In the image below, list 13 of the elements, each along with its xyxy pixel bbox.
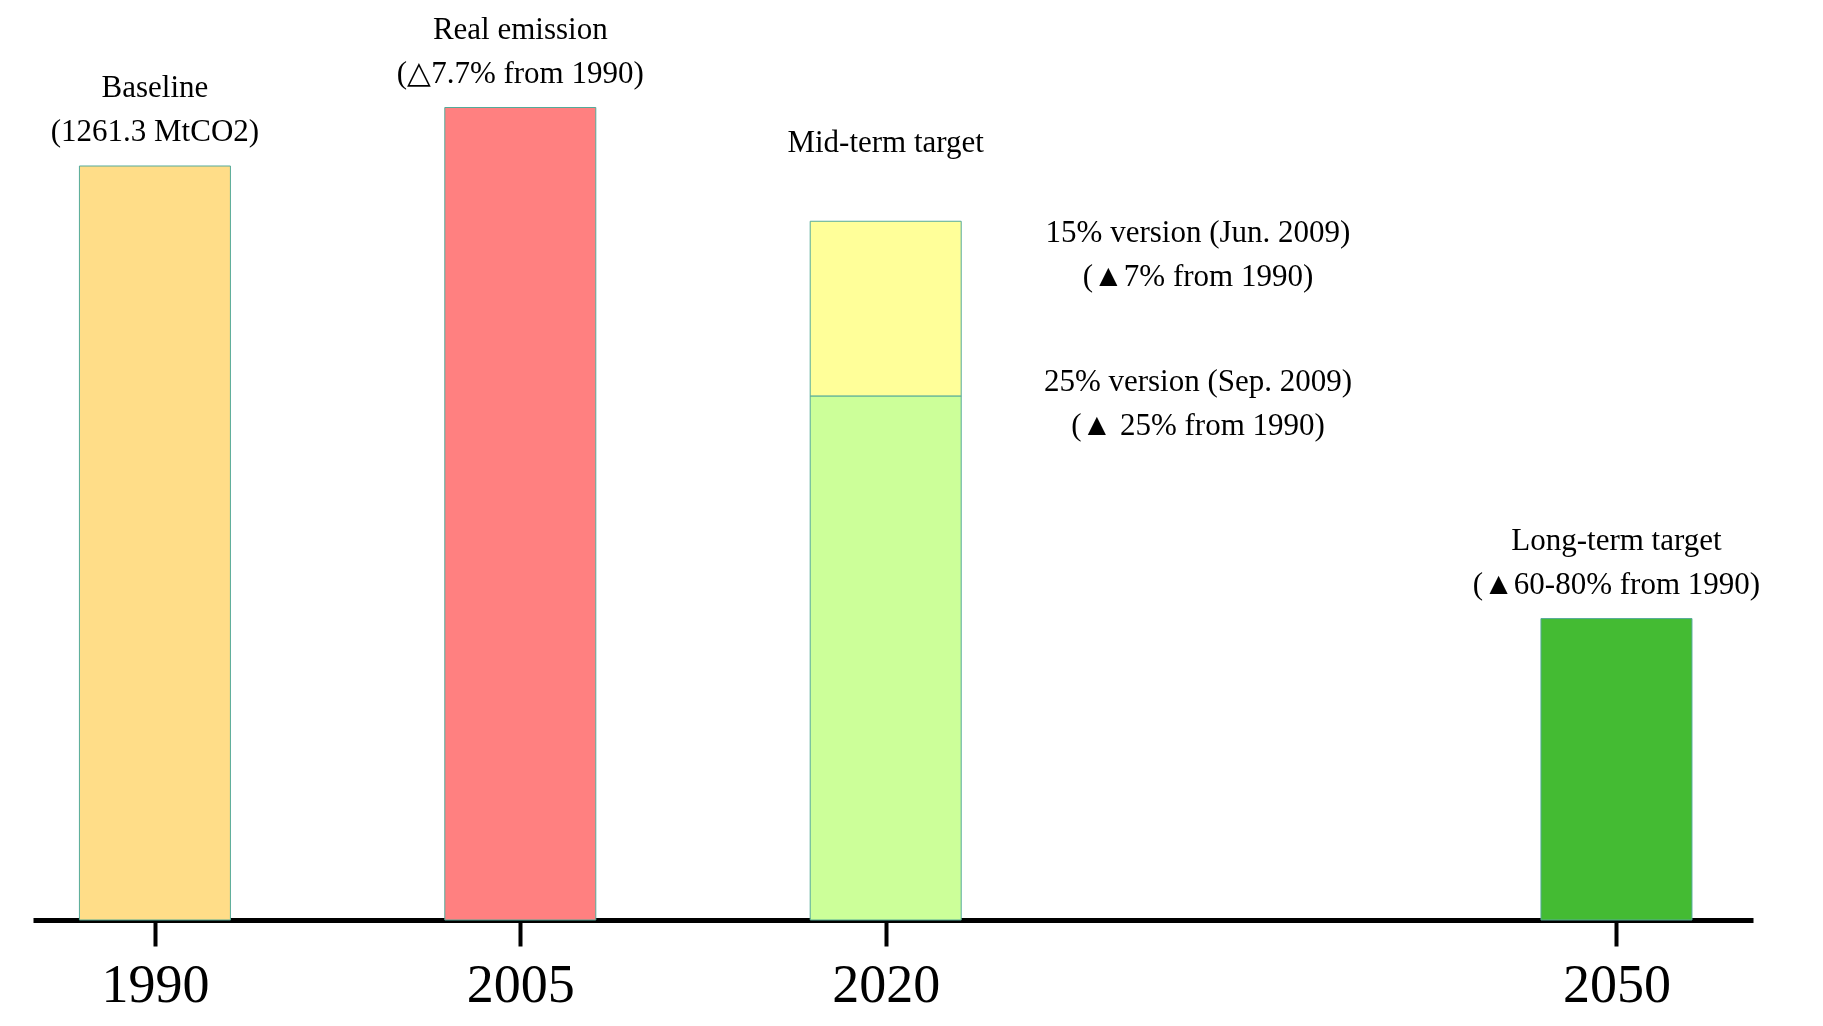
bar [444,107,597,921]
annotation: 25% version (Sep. 2009) (▲ 25% from 1990) [1043,363,1353,442]
annotation: Real emission (△7.7% from 1990) [396,10,644,90]
x-tick-label: 2005 [466,953,575,1014]
x-tick-label: 2050 [1562,953,1671,1014]
annotation: Baseline (1261.3 MtCO2) [50,69,260,148]
annotation: Mid-term target [787,124,985,160]
annotation: 15% version (Jun. 2009) (▲7% from 1990) [1045,214,1351,293]
x-tick-label: 1990 [101,953,210,1014]
bar [78,165,231,921]
annotation: Long-term target (▲60-80% from 1990) [1472,521,1761,601]
bar [1540,618,1693,921]
x-tick-label: 2020 [832,953,941,1014]
